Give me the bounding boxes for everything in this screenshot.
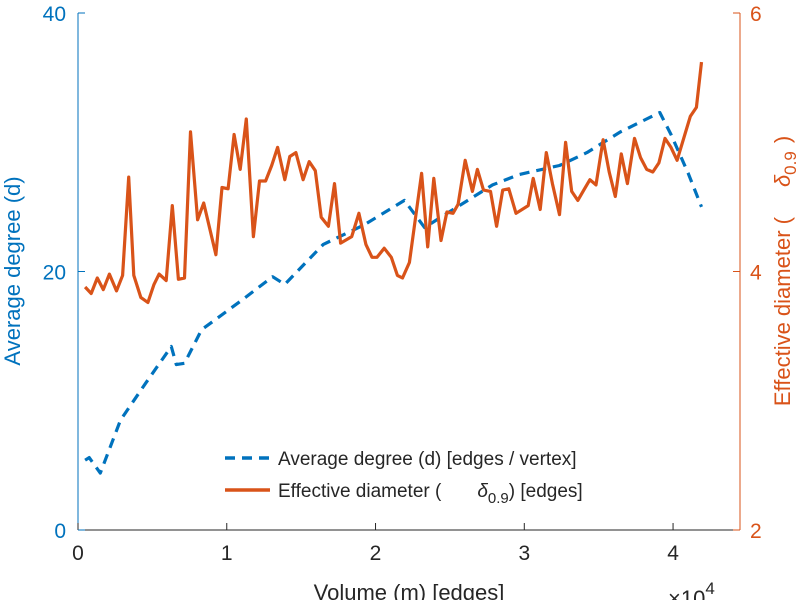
right-y-tick-label: 6 [750, 3, 762, 26]
plot-lines [83, 61, 704, 475]
x-tick-label: 0 [72, 542, 84, 565]
legend-label-effective-diameter: Effective diameter ( δ0.9) [edges] [278, 481, 583, 507]
legend-label-text: Effective diameter ( [278, 481, 442, 502]
right-label-symbol: δ [770, 174, 795, 187]
x-tick-label: 3 [518, 542, 530, 565]
x-tick-label: 1 [221, 542, 233, 565]
left-y-axis-label: Average degree (d) [0, 176, 25, 365]
left-y-tick-label: 20 [43, 262, 66, 285]
x-axis-label: Volume (m) [edges] [314, 580, 505, 600]
legend-label-average-degree: Average degree (d) [edges / vertex] [278, 449, 577, 470]
x-multiplier-base: ×10 [668, 586, 705, 600]
right-y-axis-label: Effective diameter ( δ0.9) [770, 136, 800, 406]
x-axis-multiplier: ×104 [668, 579, 715, 600]
right-y-tick-label: 4 [750, 262, 762, 285]
right-y-tick-label: 2 [750, 520, 762, 543]
left-y-tick-label: 0 [54, 520, 66, 543]
average-degree-line [84, 110, 703, 475]
x-tick-label: 4 [667, 542, 679, 565]
right-label-subscript: 0.9 [781, 151, 800, 175]
legend-label-subscript: 0.9 [488, 490, 509, 507]
x-tick-label: 2 [370, 542, 382, 565]
x-multiplier-exponent: 4 [705, 579, 714, 598]
legend: Average degree (d) [edges / vertex] Effe… [225, 449, 583, 507]
right-label-text: Effective diameter ( [770, 216, 795, 406]
legend-label-symbol: δ [477, 481, 488, 502]
left-y-tick-label: 40 [43, 3, 66, 26]
effective-diameter-line [83, 61, 704, 305]
legend-label-end: ) [edges] [509, 481, 583, 502]
right-label-end: ) [770, 136, 795, 143]
